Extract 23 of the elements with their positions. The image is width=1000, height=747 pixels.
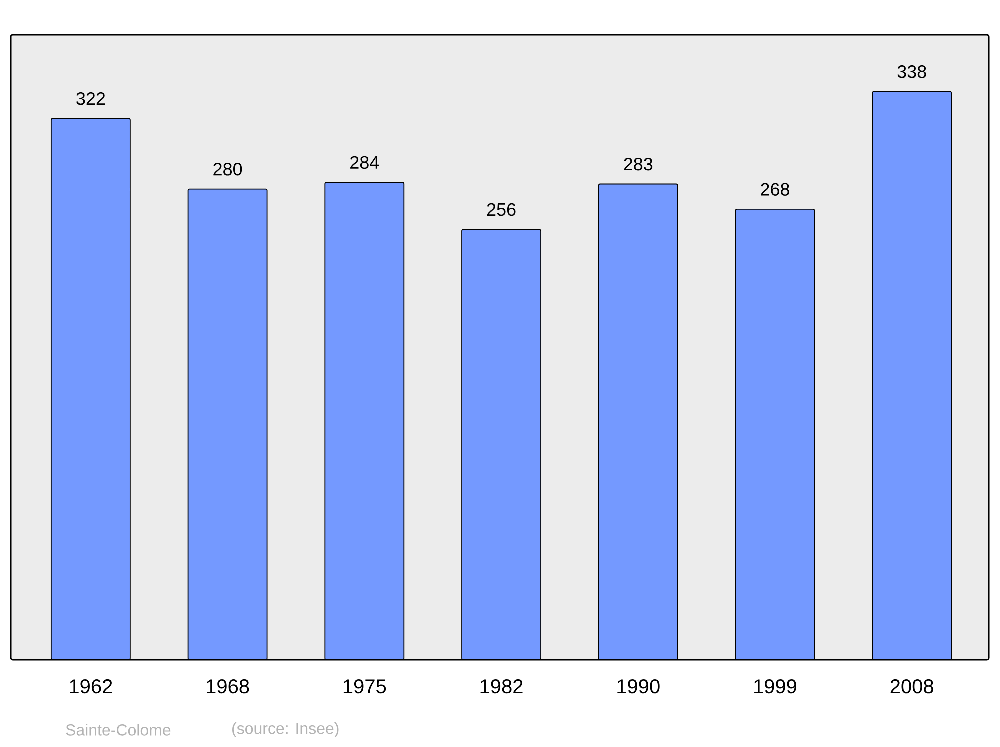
text: Sainte-Colome (66, 724, 171, 736)
x-tick-label: 1962 (70, 680, 112, 694)
bar (735, 209, 816, 660)
data-label: 284 (350, 156, 380, 170)
data-label: 283 (624, 158, 653, 171)
x-tick-label: 1982 (480, 680, 523, 694)
bar (50, 118, 131, 660)
data-label: 268 (761, 183, 790, 196)
bar (188, 188, 268, 660)
data-label: 256 (487, 203, 516, 216)
x-tick-label: 1990 (618, 680, 660, 694)
data-label: 338 (898, 66, 926, 78)
bar (598, 184, 678, 660)
x-tick-label: 1975 (344, 680, 386, 694)
x-tick-label: 2008 (890, 680, 934, 694)
bar (462, 229, 542, 660)
bar (872, 91, 952, 660)
x-tick-label: 1999 (754, 680, 797, 694)
data-label: 280 (214, 163, 242, 176)
bar (324, 182, 405, 660)
text: (source: Insee) (232, 722, 339, 738)
x-tick-label: 1968 (207, 680, 250, 694)
data-label: 322 (76, 92, 106, 106)
